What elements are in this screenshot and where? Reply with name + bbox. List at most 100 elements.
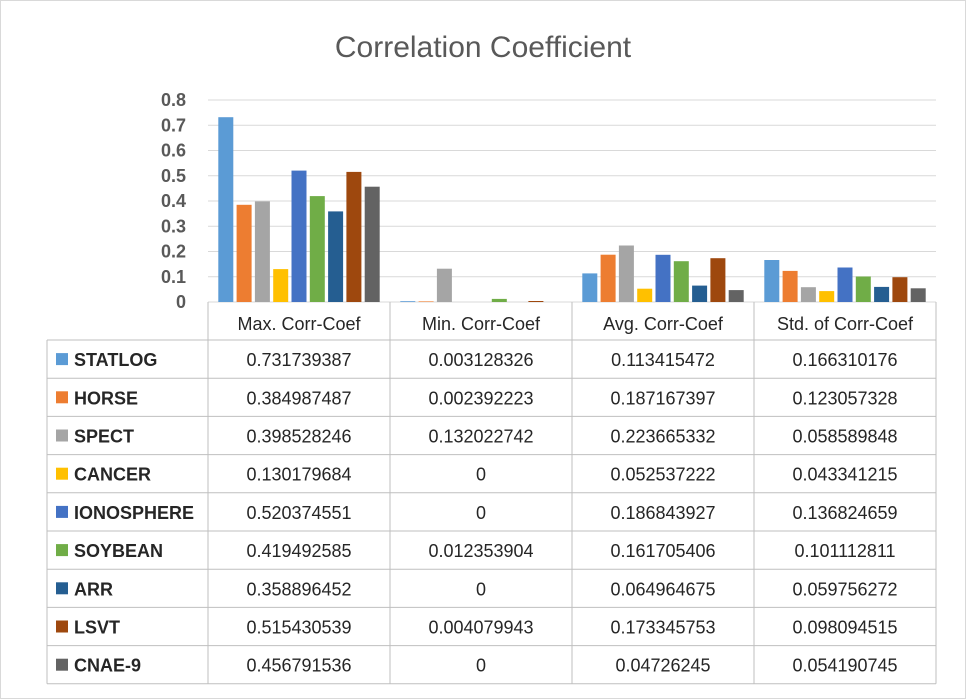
table-cell: 0.059756272 <box>792 579 897 599</box>
bar-lsvt-1 <box>346 171 362 302</box>
chart-title: Correlation Coefficient <box>335 31 632 64</box>
y-tick-label: 0.7 <box>161 115 186 135</box>
bar-cnae-9-1 <box>364 186 380 302</box>
legend-swatch-lsvt <box>56 620 68 633</box>
bar-soybean-3 <box>673 261 689 302</box>
series-name: CANCER <box>74 465 151 485</box>
legend-swatch-ionosphere <box>56 505 68 518</box>
bars <box>218 117 926 302</box>
y-tick-label: 0.8 <box>161 90 186 110</box>
table-cell: 0.731739387 <box>246 350 351 370</box>
table-cell: 0.136824659 <box>792 503 897 523</box>
bar-arr-1 <box>328 211 344 302</box>
bar-arr-4 <box>874 286 890 302</box>
legend-swatch-cancer <box>56 467 68 480</box>
category-label: Std. of Corr-Coef <box>777 314 914 334</box>
series-name: HORSE <box>74 388 138 408</box>
table-cell: 0.456791536 <box>246 656 351 676</box>
bar-horse-1 <box>236 204 252 302</box>
bar-horse-3 <box>600 254 616 302</box>
table-cell: 0.054190745 <box>792 656 897 676</box>
table-cell: 0.419492585 <box>246 541 351 561</box>
bar-cnae-9-3 <box>728 290 744 302</box>
category-label: Max. Corr-Coef <box>237 314 361 334</box>
series-name: SOYBEAN <box>74 541 163 561</box>
table-cell: 0.187167397 <box>610 388 715 408</box>
bar-spect-4 <box>800 287 816 302</box>
table-cell: 0.052537222 <box>610 465 715 485</box>
bar-cancer-1 <box>273 269 289 302</box>
bar-spect-3 <box>618 245 634 302</box>
bar-arr-3 <box>692 285 708 302</box>
bar-soybean-1 <box>309 196 325 302</box>
y-tick-label: 0.2 <box>161 242 186 262</box>
table-cell: 0.04726245 <box>615 656 710 676</box>
series-name: CNAE-9 <box>74 656 141 676</box>
bar-statlog-1 <box>218 117 234 302</box>
y-tick-label: 0 <box>176 292 186 312</box>
table-cell: 0.004079943 <box>428 618 533 638</box>
table-cell: 0 <box>476 465 486 485</box>
data-table: Max. Corr-Coef Min. Corr-Coef Avg. Corr-Co… <box>46 302 937 685</box>
table-cell: 0.186843927 <box>610 503 715 523</box>
bar-lsvt-2 <box>528 301 544 302</box>
table-cell: 0.132022742 <box>428 427 533 447</box>
series-name: IONOSPHERE <box>74 503 194 523</box>
table-cell: 0.515430539 <box>246 618 351 638</box>
table-cell: 0.012353904 <box>428 541 533 561</box>
table-cell: 0.002392223 <box>428 388 533 408</box>
bar-lsvt-4 <box>892 277 908 302</box>
bar-statlog-3 <box>582 273 598 302</box>
bar-ionosphere-4 <box>837 267 853 302</box>
bar-spect-1 <box>254 201 270 302</box>
legend-swatch-horse <box>56 391 68 404</box>
legend-swatch-arr <box>56 582 68 595</box>
y-tick-label: 0.6 <box>161 141 186 161</box>
table-cell: 0 <box>476 656 486 676</box>
bar-statlog-4 <box>764 260 780 302</box>
y-tick-label: 0.3 <box>161 216 186 236</box>
bar-cancer-3 <box>637 288 653 302</box>
bar-horse-4 <box>782 270 798 302</box>
bar-lsvt-3 <box>710 258 726 302</box>
bar-ionosphere-3 <box>655 254 671 302</box>
bar-ionosphere-1 <box>291 170 307 302</box>
table-cell: 0.064964675 <box>610 579 715 599</box>
table-cell: 0.358896452 <box>246 579 351 599</box>
legend-swatch-cnae-9 <box>56 658 68 671</box>
legend-swatch-soybean <box>56 544 68 557</box>
y-tick-label: 0.5 <box>161 166 186 186</box>
y-axis-ticks: 0 0.1 0.2 0.3 0.4 0.5 0.6 0.7 0.8 <box>161 90 186 312</box>
table-cell: 0 <box>476 503 486 523</box>
series-name: STATLOG <box>74 350 157 370</box>
table-cell: 0.043341215 <box>792 465 897 485</box>
category-label: Avg. Corr-Coef <box>603 314 724 334</box>
table-cell: 0.098094515 <box>792 618 897 638</box>
table-cell: 0.384987487 <box>246 388 351 408</box>
bar-cancer-4 <box>819 291 835 302</box>
table-cell: 0.398528246 <box>246 427 351 447</box>
series-name: SPECT <box>74 427 134 447</box>
bar-soybean-2 <box>491 298 507 302</box>
table-cell: 0.520374551 <box>246 503 351 523</box>
series-name: ARR <box>74 579 113 599</box>
table-cell: 0.113415472 <box>611 350 715 370</box>
table-cell: 0.101112811 <box>794 541 895 561</box>
y-tick-label: 0.1 <box>161 267 186 287</box>
bar-cnae-9-4 <box>910 288 926 302</box>
table-cell: 0.130179684 <box>246 465 351 485</box>
y-tick-label: 0.4 <box>161 191 186 211</box>
table-cell: 0 <box>476 579 486 599</box>
table-cell: 0.223665332 <box>610 427 715 447</box>
legend-swatch-statlog <box>56 353 68 366</box>
table-cell: 0.173345753 <box>610 618 715 638</box>
bar-spect-2 <box>436 268 452 302</box>
table-cell: 0.166310176 <box>792 350 897 370</box>
bar-soybean-4 <box>855 276 871 302</box>
table-cell: 0.058589848 <box>792 427 897 447</box>
table-cell: 0.123057328 <box>792 388 897 408</box>
bar-statlog-2 <box>400 301 416 302</box>
series-name: LSVT <box>74 618 120 638</box>
